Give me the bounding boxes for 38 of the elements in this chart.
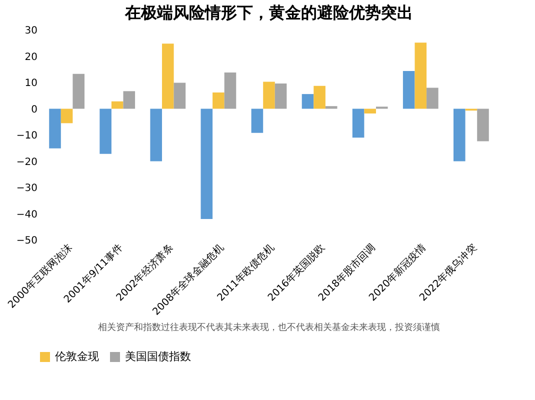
bar	[174, 82, 186, 109]
bar	[364, 108, 376, 114]
bar	[72, 74, 84, 109]
bar	[274, 84, 287, 109]
y-tick-label: −50	[16, 236, 38, 246]
y-tick-label: −30	[16, 183, 38, 194]
bar	[414, 42, 427, 109]
legend-label: 伦敦金现	[55, 350, 99, 363]
y-tick-label: 10	[24, 78, 38, 89]
text: 相关资产和指数过往表现不代表其未来表现，也不代表相关基金未来表现，投资须谨慎	[98, 322, 440, 333]
bar	[150, 108, 162, 162]
bar	[111, 101, 124, 109]
bar	[454, 108, 466, 162]
chart-title: 在极端风险情形下，黄金的避险优势突出	[124, 3, 413, 22]
bar	[200, 108, 213, 219]
bar	[224, 72, 236, 109]
bar	[251, 108, 264, 133]
bar	[60, 108, 73, 124]
y-tick-label: 30	[24, 26, 38, 36]
y-tick-label: −20	[16, 156, 38, 168]
bar	[162, 44, 174, 109]
bar	[325, 106, 338, 109]
bar	[212, 92, 224, 109]
bar	[426, 88, 438, 109]
bar	[263, 82, 275, 109]
y-tick-label: −10	[16, 130, 38, 142]
bar	[477, 108, 489, 142]
y-tick-label: 0	[31, 104, 38, 116]
bar	[402, 70, 415, 109]
bar	[302, 94, 314, 109]
bar	[123, 91, 136, 109]
bar	[49, 108, 61, 148]
legend-label: 美国国债指数	[125, 350, 191, 363]
bar	[352, 108, 364, 138]
bar	[314, 86, 326, 109]
y-tick-label: −40	[16, 209, 38, 220]
bar	[100, 108, 112, 154]
y-tick-label: 20	[24, 52, 38, 63]
